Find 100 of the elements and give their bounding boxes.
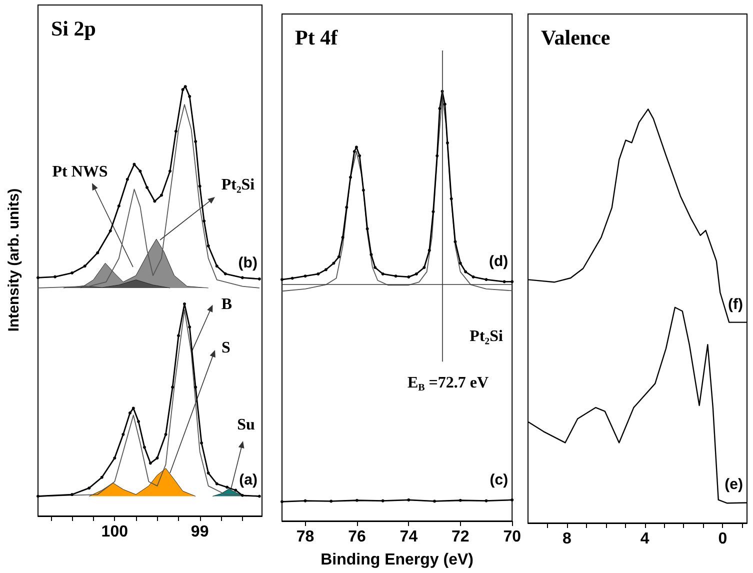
point bbox=[407, 498, 410, 502]
point bbox=[215, 264, 218, 268]
point bbox=[113, 456, 116, 460]
point bbox=[177, 334, 180, 338]
point bbox=[446, 141, 449, 144]
x-tick-label: 4 bbox=[640, 530, 650, 548]
point bbox=[36, 494, 40, 498]
point bbox=[358, 154, 362, 158]
x-tick-label: 72 bbox=[451, 528, 470, 546]
x-tick-label: 76 bbox=[348, 528, 366, 546]
point bbox=[206, 472, 210, 475]
point bbox=[132, 406, 135, 410]
point bbox=[240, 276, 244, 280]
point bbox=[96, 251, 100, 254]
point bbox=[324, 268, 328, 272]
point bbox=[280, 500, 284, 504]
point bbox=[304, 274, 307, 278]
point bbox=[510, 280, 514, 284]
point bbox=[174, 130, 178, 133]
point bbox=[258, 277, 261, 280]
point bbox=[502, 280, 506, 284]
point bbox=[484, 278, 488, 282]
annotation: Su bbox=[237, 416, 255, 434]
series-label: (f) bbox=[728, 296, 743, 313]
x-tick-label: 70 bbox=[503, 528, 522, 546]
x-tick-label: 100 bbox=[101, 524, 128, 540]
point bbox=[458, 498, 462, 502]
point bbox=[345, 206, 348, 209]
point bbox=[181, 88, 184, 92]
point bbox=[394, 274, 398, 278]
point bbox=[428, 248, 431, 252]
point bbox=[443, 102, 446, 106]
point bbox=[240, 494, 244, 497]
point bbox=[83, 264, 86, 268]
annotation: Pt NWS bbox=[52, 164, 108, 180]
point bbox=[352, 150, 356, 153]
point bbox=[153, 200, 156, 203]
point bbox=[370, 253, 373, 256]
point bbox=[374, 266, 377, 269]
point bbox=[316, 272, 320, 276]
point bbox=[108, 229, 112, 232]
series-label: (a) bbox=[239, 472, 258, 489]
point bbox=[341, 236, 344, 239]
point bbox=[332, 262, 336, 265]
point bbox=[168, 170, 172, 173]
point bbox=[258, 494, 261, 498]
point bbox=[164, 432, 168, 436]
point bbox=[138, 170, 142, 173]
point bbox=[432, 210, 435, 214]
point bbox=[126, 178, 129, 181]
point bbox=[355, 498, 358, 502]
point bbox=[206, 244, 210, 248]
annotation: S bbox=[222, 340, 231, 356]
y-axis-title: Intensity (arb. units) bbox=[6, 188, 22, 332]
point bbox=[330, 500, 333, 503]
point bbox=[54, 275, 57, 278]
point bbox=[202, 219, 206, 222]
chart-title: Valence bbox=[541, 26, 610, 50]
point bbox=[117, 204, 120, 208]
x-tick-label: 8 bbox=[562, 530, 572, 548]
chart-title: Si 2p bbox=[51, 16, 96, 40]
chart-title: Pt 4f bbox=[295, 26, 339, 50]
point bbox=[184, 85, 187, 88]
point bbox=[438, 107, 442, 110]
point bbox=[472, 275, 475, 278]
point bbox=[436, 154, 439, 158]
point bbox=[122, 432, 125, 436]
point bbox=[349, 176, 352, 179]
point bbox=[454, 240, 457, 244]
point bbox=[160, 194, 163, 197]
point bbox=[337, 255, 340, 258]
point bbox=[100, 476, 104, 479]
series-label: (e) bbox=[724, 476, 743, 494]
point bbox=[70, 271, 74, 274]
x-tick-label: 78 bbox=[296, 528, 314, 546]
x-axis-title: Binding Energy (eV) bbox=[320, 552, 474, 568]
point bbox=[422, 266, 426, 269]
point bbox=[156, 456, 159, 460]
point bbox=[450, 197, 453, 200]
point bbox=[198, 184, 202, 188]
point bbox=[194, 386, 198, 389]
point bbox=[510, 498, 514, 502]
x-tick-label: 74 bbox=[400, 528, 418, 546]
point bbox=[128, 411, 132, 414]
annotation: Pt₂Si bbox=[221, 176, 256, 194]
point bbox=[142, 446, 146, 449]
annotation: B bbox=[221, 296, 232, 314]
series-label: (d) bbox=[488, 253, 508, 270]
point bbox=[414, 272, 418, 276]
series-label: (b) bbox=[238, 254, 258, 272]
point bbox=[188, 94, 192, 98]
point bbox=[234, 488, 238, 492]
x-tick-label: 0 bbox=[718, 530, 728, 548]
point bbox=[88, 486, 91, 490]
point bbox=[458, 262, 462, 265]
point bbox=[362, 188, 365, 192]
point bbox=[484, 499, 488, 502]
point bbox=[224, 272, 227, 276]
point bbox=[433, 500, 436, 503]
point bbox=[381, 272, 384, 276]
